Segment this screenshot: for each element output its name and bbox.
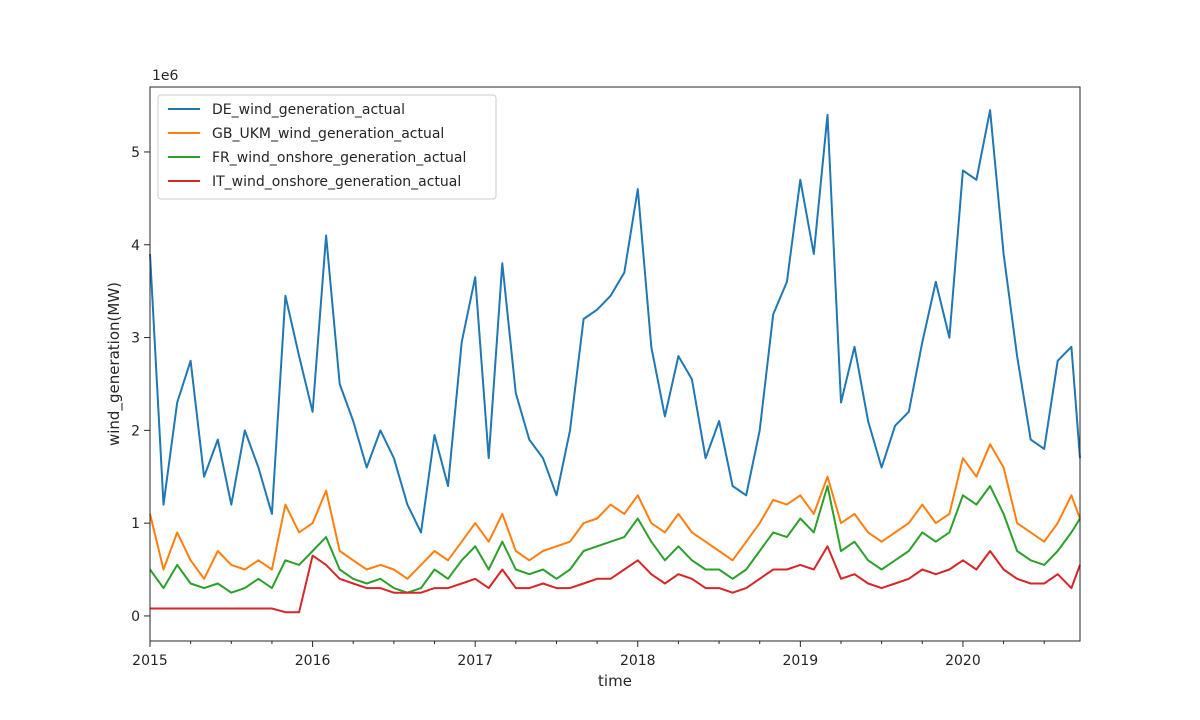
series-line-it (150, 545, 1081, 614)
y-axis-label: wind_generation(MW) (105, 282, 124, 446)
legend-label: FR_wind_onshore_generation_actual (212, 150, 466, 166)
y-tick-label: 2 (131, 423, 140, 439)
x-axis-ticks: 2015 2016 2017 2018 2019 2020 (132, 641, 1045, 669)
x-tick-label: 2018 (620, 653, 656, 669)
x-tick-label: 2016 (295, 653, 331, 669)
plot-frame (149, 86, 1081, 642)
y-tick-label: 4 (131, 238, 140, 254)
x-tick-label: 2015 (132, 653, 168, 669)
legend: DE_wind_generation_actual GB_UKM_wind_gen… (157, 94, 497, 200)
series-line-gb (149, 443, 1081, 580)
x-tick-label: 2019 (783, 653, 819, 669)
series-line-de (149, 109, 1081, 534)
legend-label: IT_wind_onshore_generation_actual (212, 174, 461, 190)
y-tick-label: 1 (131, 516, 140, 532)
y-tick-label: 0 (131, 609, 140, 625)
series-lines (149, 109, 1081, 614)
legend-box (157, 94, 497, 200)
legend-label: GB_UKM_wind_generation_actual (212, 126, 444, 142)
legend-label: DE_wind_generation_actual (212, 102, 405, 118)
y-offset-label: 1e6 (152, 68, 179, 84)
x-tick-label: 2020 (945, 653, 981, 669)
y-tick-label: 3 (131, 331, 140, 347)
x-tick-label: 2017 (457, 653, 493, 669)
series-line-fr (149, 485, 1081, 594)
y-axis-ticks: 0 1 2 3 4 5 (131, 145, 150, 625)
x-axis-label: time (598, 672, 632, 690)
y-tick-label: 5 (131, 145, 140, 161)
